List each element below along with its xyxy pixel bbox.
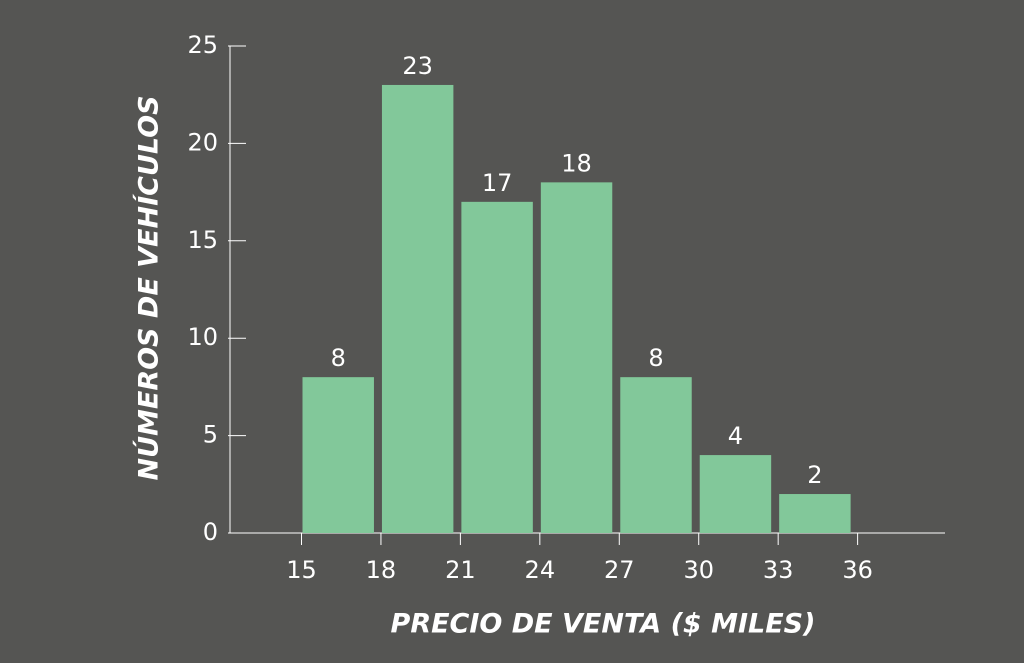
x-axis-title: PRECIO DE VENTA ($ MILES) [391,609,816,640]
bar-value-label: 8 [331,344,346,372]
bar [302,377,374,533]
bar-value-label: 4 [728,422,743,450]
bar [540,182,613,534]
bar-value-label: 18 [561,149,592,177]
bar [620,377,692,533]
bar [381,84,454,534]
bar-value-label: 2 [807,461,822,489]
y-axis-title: NÚMEROS DE VEHÍCULOS [133,95,165,480]
y-tick-label: 25 [187,31,218,59]
x-tick-label: 27 [604,556,635,584]
x-tick-label: 18 [366,556,397,584]
y-tick-label: 20 [187,128,218,156]
x-tick-label: 15 [286,556,317,584]
y-tick-label: 5 [203,421,218,449]
y-tick-label: 15 [187,226,218,254]
bar [699,455,772,533]
bar-value-label: 17 [482,169,513,197]
x-tick-label: 21 [445,556,476,584]
x-tick-label: 24 [525,556,556,584]
y-tick-label: 0 [203,518,218,546]
x-tick-label: 36 [842,556,873,584]
y-tick-label: 10 [187,323,218,351]
x-tick-label: 30 [683,556,714,584]
bar-value-label: 8 [648,344,663,372]
x-tick-label: 33 [763,556,794,584]
bar [779,494,851,533]
bar-value-label: 23 [402,52,433,80]
bar [461,201,533,533]
